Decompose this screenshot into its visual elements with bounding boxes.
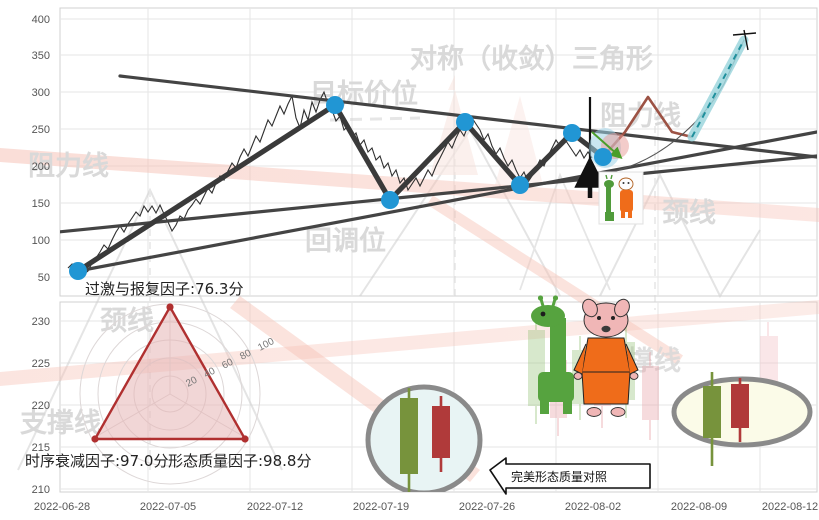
swing-marker[interactable] [563,124,581,142]
y-tick-250: 250 [32,124,50,136]
candle-red-right [731,384,749,428]
compare-callout-label: 完美形态质量对照 [511,469,607,484]
y-tick-300: 300 [32,87,50,99]
trendline-lower-support [60,154,817,234]
y-tick-350: 350 [32,50,50,62]
factor-overheat-label: 过激与报复因子:76.3分 [85,280,243,298]
x-tick-3: 2022-07-19 [353,501,409,513]
y-tick-210: 210 [32,484,50,496]
candle-red-left [432,406,450,458]
x-tick-1: 2022-07-05 [140,501,196,513]
watermark-resistance-left: 阻力线 [28,151,109,182]
y-tick-215: 215 [32,442,50,454]
swing-marker[interactable] [326,96,344,114]
swing-marker[interactable] [69,262,87,280]
watermark-neckline-left: 颈线 [100,306,154,337]
forecast-arrow-head-icon [732,29,757,51]
x-axis-labels: 2022-06-28 2022-07-05 2022-07-12 2022-07… [34,501,818,513]
x-tick-7: 2022-08-12 [762,501,818,513]
radar-tick-labels: 20 40 60 80 100 [184,336,276,390]
volume-y-axis-labels: 230 225 220 215 210 [32,316,50,496]
price-y-axis-labels: 400 350 300 250 200 150 100 50 [32,14,50,284]
radar-tick-40: 40 [202,366,217,381]
trendline-rising-support [76,130,817,273]
x-tick-4: 2022-07-26 [459,501,515,513]
forecast-up-arrow-dash [691,39,745,138]
y-tick-220: 220 [32,400,50,412]
swing-marker[interactable] [594,148,612,166]
radar-tick-80: 80 [238,348,253,363]
y-tick-230: 230 [32,316,50,328]
swing-marker[interactable] [511,176,529,194]
y-tick-100: 100 [32,235,50,247]
giraffe-icon [604,174,614,221]
tiger-icon [618,177,634,218]
watermark-pullback: 回调位 [305,225,386,257]
y-tick-225: 225 [32,358,50,370]
candle-green-right [703,386,721,438]
x-tick-6: 2022-08-09 [671,501,727,513]
radar-tick-60: 60 [220,357,235,372]
candle-green-left [400,398,418,474]
x-tick-5: 2022-08-02 [565,501,621,513]
sticker-giraffe-tiger-small [598,171,644,225]
watermark-support-left: 支撑线 [20,408,101,439]
swing-marker[interactable] [381,191,399,209]
swing-marker[interactable] [456,113,474,131]
dog-lady-icon [573,298,639,417]
sticker-giraffe-dog-large [531,295,639,417]
y-tick-400: 400 [32,14,50,26]
y-tick-50: 50 [38,272,50,284]
watermark-guide-art [17,75,761,471]
compare-callout: 完美形态质量对照 [489,457,651,495]
factor-quality-label: 形态质量因子:98.8分 [168,452,311,470]
highlight-ellipse-left [365,384,483,492]
radar-polygon [92,304,248,441]
signal-green-arrow [591,131,623,159]
volume-candles [365,318,813,492]
watermark-symmetrical-triangle: 对称（收敛）三角形 [410,43,653,75]
y-tick-200: 200 [32,161,50,173]
y-tick-150: 150 [32,198,50,210]
x-tick-0: 2022-06-28 [34,501,90,513]
factor-radar-chart: 20 40 60 80 100 [79,303,277,485]
x-tick-2: 2022-07-12 [247,501,303,513]
giraffe-large-icon [531,295,574,414]
factor-decay-label: 时序衰减因子:97.0分 [25,452,168,470]
swing-markers [69,96,612,280]
radar-tick-20: 20 [184,375,199,390]
radar-vertices [91,303,249,443]
watermark-neckline-right: 颈线 [662,198,716,229]
